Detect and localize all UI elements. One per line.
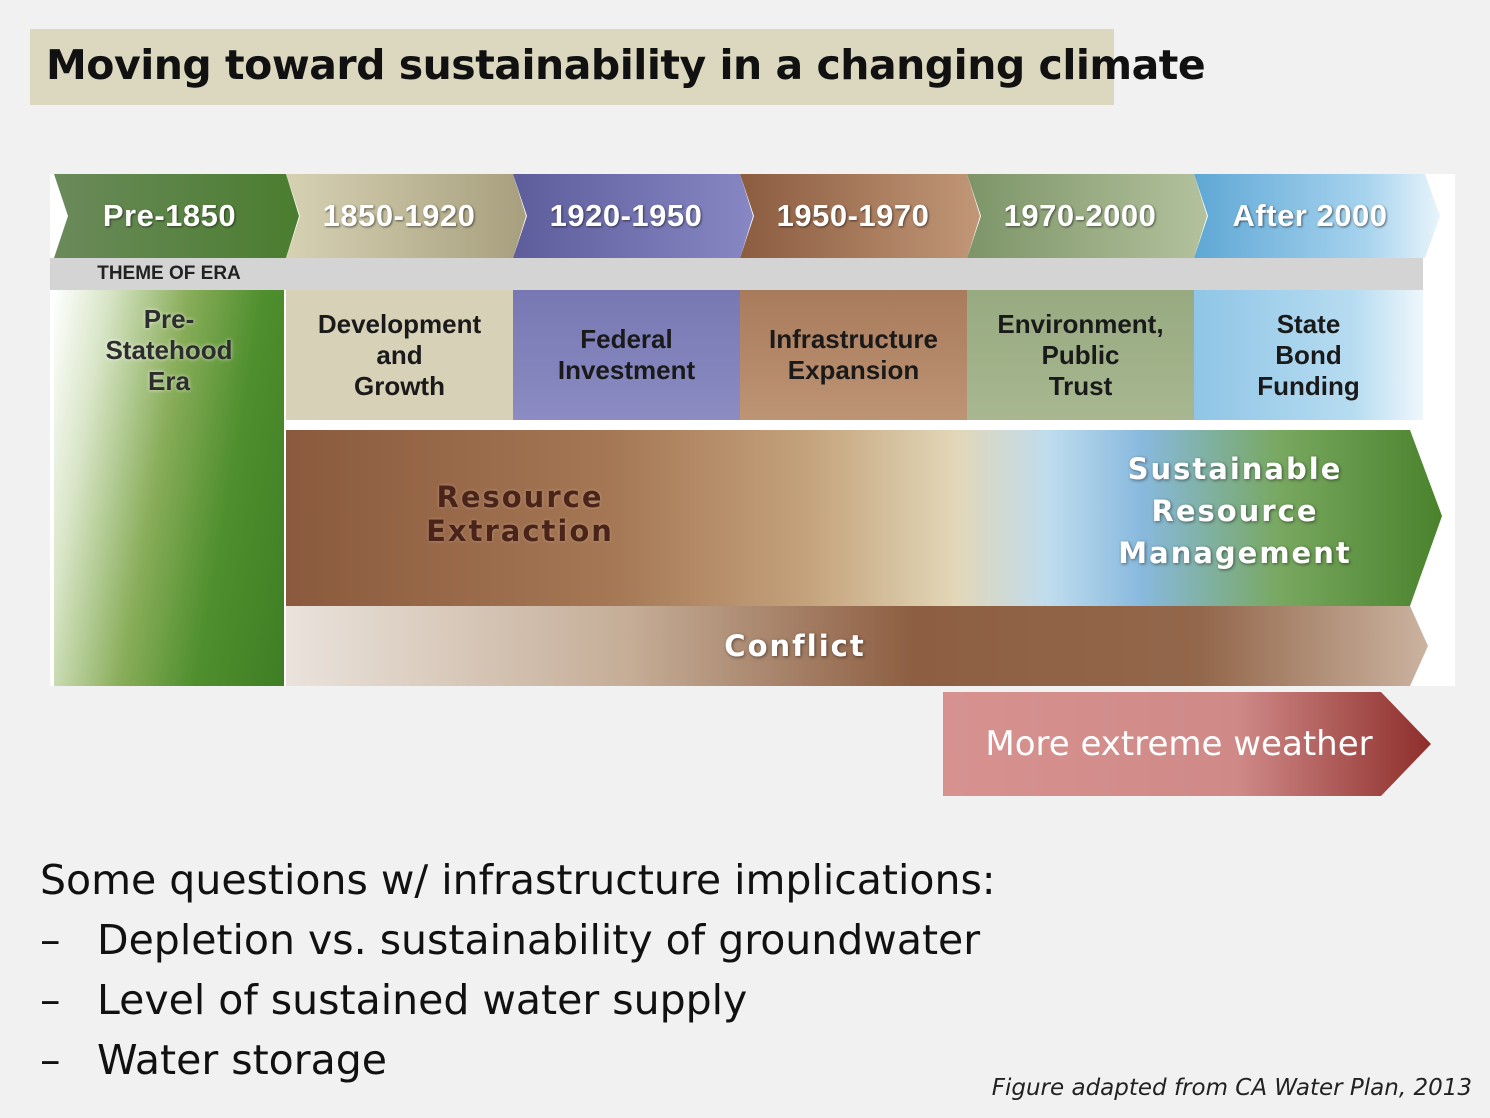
questions-heading: Some questions w/ infrastructure implica…: [40, 856, 996, 904]
era-label: 1850-1920: [322, 198, 476, 233]
pre-statehood-column: [54, 290, 284, 686]
theme-of-era-label: THEME OF ERA: [97, 263, 241, 284]
dash-bullet: –: [40, 1036, 61, 1084]
era-header-1970-2000: 1970-2000: [967, 174, 1207, 258]
theme-state-bond-funding: State Bond Funding: [1194, 290, 1423, 420]
era-label: 1920-1950: [549, 198, 703, 233]
theme-federal-investment: Federal Investment: [513, 290, 740, 420]
list-item: – Water storage: [40, 1030, 1140, 1090]
resource-band: [286, 430, 1442, 606]
era-label: 1950-1970: [776, 198, 930, 233]
extreme-weather-label: More extreme weather: [985, 724, 1373, 764]
dash-bullet: –: [40, 976, 61, 1024]
era-arrow-shape: [54, 174, 299, 258]
dash-bullet: –: [40, 916, 61, 964]
era-arrow-shape: [286, 174, 526, 258]
era-header-pre-1850: Pre-1850: [54, 174, 299, 258]
theme-development-growth: Development and Growth: [286, 290, 513, 420]
questions-list: Some questions w/ infrastructure implica…: [40, 850, 1140, 1090]
theme-pre-statehood: Pre- Statehood Era: [105, 304, 233, 396]
sustainable-resource-management-label: Sustainable Resource Management: [1118, 452, 1352, 570]
era-timeline-diagram: Pre-1850 1850-1920 1920-1950 1950-1970 1…: [50, 174, 1455, 686]
list-item: – Depletion vs. sustainability of ground…: [40, 910, 1140, 970]
question-text: Level of sustained water supply: [97, 976, 748, 1024]
theme-infrastructure-expansion: Infrastructure Expansion: [740, 290, 967, 420]
era-label: Pre-1850: [102, 198, 237, 233]
conflict-band: [286, 606, 1428, 686]
question-text: Water storage: [97, 1036, 387, 1084]
era-label: 1970-2000: [1003, 198, 1157, 233]
era-arrow-shape: [1194, 174, 1440, 258]
theme-environment-public-trust: Environment, Public Trust: [967, 290, 1194, 420]
theme-row-strip: [50, 258, 1423, 290]
era-arrow-shape: [513, 174, 753, 258]
title-bar: Moving toward sustainability in a changi…: [30, 29, 1206, 105]
era-label: After 2000: [1232, 198, 1388, 233]
question-text: Depletion vs. sustainability of groundwa…: [97, 916, 981, 964]
conflict-label: Conflict: [724, 629, 866, 663]
resource-extraction-label: Resource Extraction: [426, 480, 614, 548]
figure-caption: Figure adapted from CA Water Plan, 2013: [991, 1075, 1472, 1101]
era-header-after-2000: After 2000: [1194, 174, 1440, 258]
era-header-1850-1920: 1850-1920: [286, 174, 526, 258]
slide-title: Moving toward sustainability in a changi…: [46, 41, 1206, 89]
era-arrow-shape: [967, 174, 1207, 258]
era-header-1950-1970: 1950-1970: [740, 174, 980, 258]
era-arrow-shape: [740, 174, 980, 258]
list-item: – Level of sustained water supply: [40, 970, 1140, 1030]
era-header-1920-1950: 1920-1950: [513, 174, 753, 258]
extreme-weather-arrow: [943, 692, 1431, 796]
